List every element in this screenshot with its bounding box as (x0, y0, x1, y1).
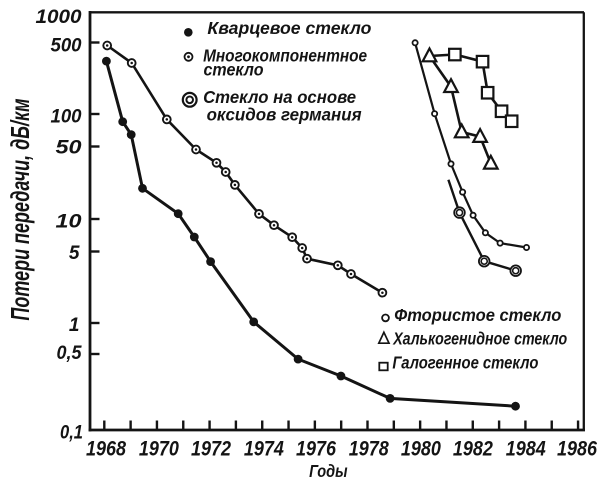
svg-text:1972: 1972 (191, 438, 231, 461)
svg-text:1968: 1968 (86, 438, 126, 461)
svg-text:5: 5 (69, 243, 80, 264)
svg-text:1980: 1980 (401, 438, 441, 461)
svg-text:Годы: Годы (309, 461, 348, 481)
svg-text:1: 1 (69, 315, 80, 336)
svg-text:1970: 1970 (139, 438, 179, 461)
svg-text:1978: 1978 (349, 438, 389, 461)
svg-text:50: 50 (56, 138, 83, 159)
svg-text:1986: 1986 (557, 438, 597, 461)
svg-text:0,1: 0,1 (60, 423, 83, 444)
svg-text:1976: 1976 (296, 438, 336, 461)
svg-text:Галогенное стекло: Галогенное стекло (392, 353, 538, 373)
svg-text:100: 100 (51, 106, 82, 127)
svg-text:Кварцевое стекло: Кварцевое стекло (207, 18, 371, 38)
svg-text:стекло: стекло (204, 60, 264, 80)
svg-text:Фтористое стекло: Фтористое стекло (394, 305, 561, 325)
svg-text:500: 500 (51, 36, 82, 57)
svg-text:1000: 1000 (36, 7, 82, 28)
svg-text:0,5: 0,5 (57, 343, 82, 364)
svg-text:Стекло на основе: Стекло на основе (203, 87, 356, 107)
svg-text:Многокомпонентное: Многокомпонентное (203, 45, 367, 65)
svg-text:1974: 1974 (244, 438, 284, 461)
svg-text:Халькогенидное стекло: Халькогенидное стекло (392, 329, 567, 349)
svg-text:1982: 1982 (453, 438, 493, 461)
svg-text:10: 10 (56, 212, 83, 233)
svg-text:Потери передачи, дБ/км: Потери передачи, дБ/км (6, 98, 36, 320)
svg-text:1984: 1984 (506, 438, 546, 461)
svg-text:оксидов германия: оксидов германия (207, 105, 362, 125)
